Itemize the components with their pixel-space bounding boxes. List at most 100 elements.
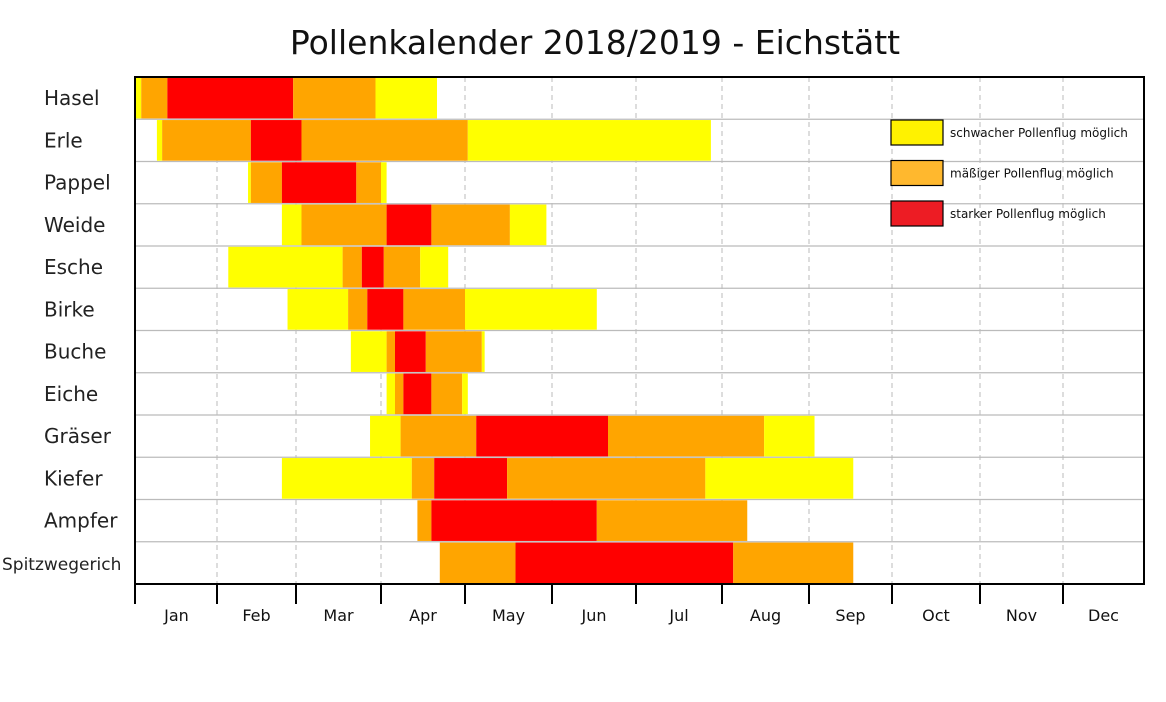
row-eiche bbox=[386, 373, 468, 415]
pollen-segment bbox=[403, 373, 432, 415]
axes bbox=[134, 76, 1145, 604]
pollen-segment bbox=[515, 542, 734, 584]
pollen-segment bbox=[342, 246, 362, 288]
month-label: Jul bbox=[668, 606, 688, 625]
pollen-segment bbox=[281, 458, 412, 499]
pollen-segment bbox=[136, 77, 142, 119]
pollen-segment bbox=[462, 373, 468, 415]
pollen-segment bbox=[386, 204, 432, 246]
pollen-segment bbox=[248, 162, 251, 203]
month-labels: Jan Feb Mar Apr May Jun Jul Aug Sep Oct Nov Dec bbox=[163, 606, 1119, 625]
pollen-segment bbox=[250, 120, 302, 161]
bars bbox=[136, 77, 854, 584]
pollen-segment bbox=[370, 415, 401, 457]
pollen-segment bbox=[381, 162, 387, 203]
legend-swatch bbox=[890, 119, 944, 146]
row-buche bbox=[350, 331, 485, 372]
pollen-segment bbox=[608, 415, 765, 457]
legend-label: mäßiger Pollenflug möglich bbox=[950, 167, 1114, 181]
category-label: Ampfer bbox=[44, 509, 118, 533]
legend-label: starker Pollenflug möglich bbox=[950, 207, 1106, 221]
row-hasel bbox=[136, 77, 437, 119]
pollen-segment bbox=[481, 331, 485, 372]
legend-label: schwacher Pollenflug möglich bbox=[950, 126, 1128, 140]
pollen-segment bbox=[301, 120, 468, 161]
month-label: Mar bbox=[323, 606, 354, 625]
pollen-segment bbox=[420, 246, 449, 288]
category-label: Weide bbox=[44, 213, 105, 237]
pollen-segment bbox=[507, 458, 706, 499]
pollen-segment bbox=[733, 542, 854, 584]
month-label: Apr bbox=[409, 606, 437, 625]
pollen-segment bbox=[356, 162, 381, 203]
pollen-segment bbox=[509, 204, 547, 246]
pollen-segment bbox=[141, 77, 168, 119]
pollen-segment bbox=[228, 246, 343, 288]
category-label: Eiche bbox=[44, 382, 98, 406]
pollen-segment bbox=[431, 500, 597, 541]
category-label: Hasel bbox=[44, 86, 100, 110]
pollen-segment bbox=[348, 289, 368, 330]
pollen-segment bbox=[383, 246, 421, 288]
row-pappel bbox=[248, 162, 387, 203]
category-label: Gräser bbox=[44, 424, 112, 448]
plot-border bbox=[134, 76, 1145, 585]
row-birke bbox=[287, 289, 597, 330]
pollen-segment bbox=[764, 415, 815, 457]
row-weide bbox=[281, 204, 547, 246]
pollen-segment bbox=[281, 204, 302, 246]
category-label: Birke bbox=[44, 297, 95, 321]
pollen-segment bbox=[293, 77, 376, 119]
month-label: Dec bbox=[1088, 606, 1119, 625]
chart-title: Pollenkalender 2018/2019 - Eichstätt bbox=[290, 23, 900, 62]
category-label: Buche bbox=[44, 340, 106, 364]
category-label: Kiefer bbox=[44, 466, 103, 490]
category-label: Pappel bbox=[44, 171, 111, 195]
pollen-segment bbox=[411, 458, 435, 499]
grid bbox=[135, 77, 1144, 584]
month-label: Nov bbox=[1006, 606, 1037, 625]
month-label: Jan bbox=[163, 606, 189, 625]
month-label: Jun bbox=[581, 606, 607, 625]
row-gräser bbox=[370, 415, 815, 457]
pollen-segment bbox=[167, 77, 294, 119]
pollen-segment bbox=[367, 289, 404, 330]
row-ampfer bbox=[417, 500, 748, 541]
category-labels: Hasel Erle Pappel Weide Esche Birke Buche Eiche… bbox=[2, 86, 121, 575]
pollen-segment bbox=[395, 331, 426, 372]
legend-swatch bbox=[890, 159, 944, 187]
month-label: May bbox=[492, 606, 525, 625]
pollen-segment bbox=[395, 373, 404, 415]
pollen-segment bbox=[476, 415, 608, 457]
legend-swatch bbox=[890, 200, 944, 227]
pollen-segment bbox=[434, 458, 508, 499]
pollen-segment bbox=[162, 120, 251, 161]
pollen-segment bbox=[439, 542, 516, 584]
month-label: Feb bbox=[242, 606, 270, 625]
pollen-segment bbox=[465, 289, 597, 330]
pollen-segment bbox=[596, 500, 748, 541]
legend: schwacher Pollenflug möglich mäßiger Poll… bbox=[890, 119, 1128, 227]
pollen-segment bbox=[467, 120, 711, 161]
month-label: Sep bbox=[835, 606, 865, 625]
pollen-segment bbox=[425, 331, 482, 372]
month-label: Aug bbox=[750, 606, 781, 625]
category-label: Esche bbox=[44, 255, 103, 279]
pollen-segment bbox=[431, 204, 510, 246]
month-label: Oct bbox=[922, 606, 950, 625]
pollen-segment bbox=[361, 246, 384, 288]
pollen-segment bbox=[431, 373, 463, 415]
pollen-segment bbox=[386, 331, 395, 372]
pollen-segment bbox=[400, 415, 477, 457]
pollen-segment bbox=[375, 77, 437, 119]
pollen-segment bbox=[156, 120, 163, 161]
pollen-segment bbox=[250, 162, 282, 203]
pollen-segment bbox=[350, 331, 387, 372]
category-label: Spitzwegerich bbox=[2, 555, 121, 575]
pollen-segment bbox=[705, 458, 854, 499]
row-esche bbox=[228, 246, 449, 288]
row-kiefer bbox=[281, 458, 854, 499]
pollen-segment bbox=[301, 204, 387, 246]
row-erle bbox=[156, 120, 711, 161]
